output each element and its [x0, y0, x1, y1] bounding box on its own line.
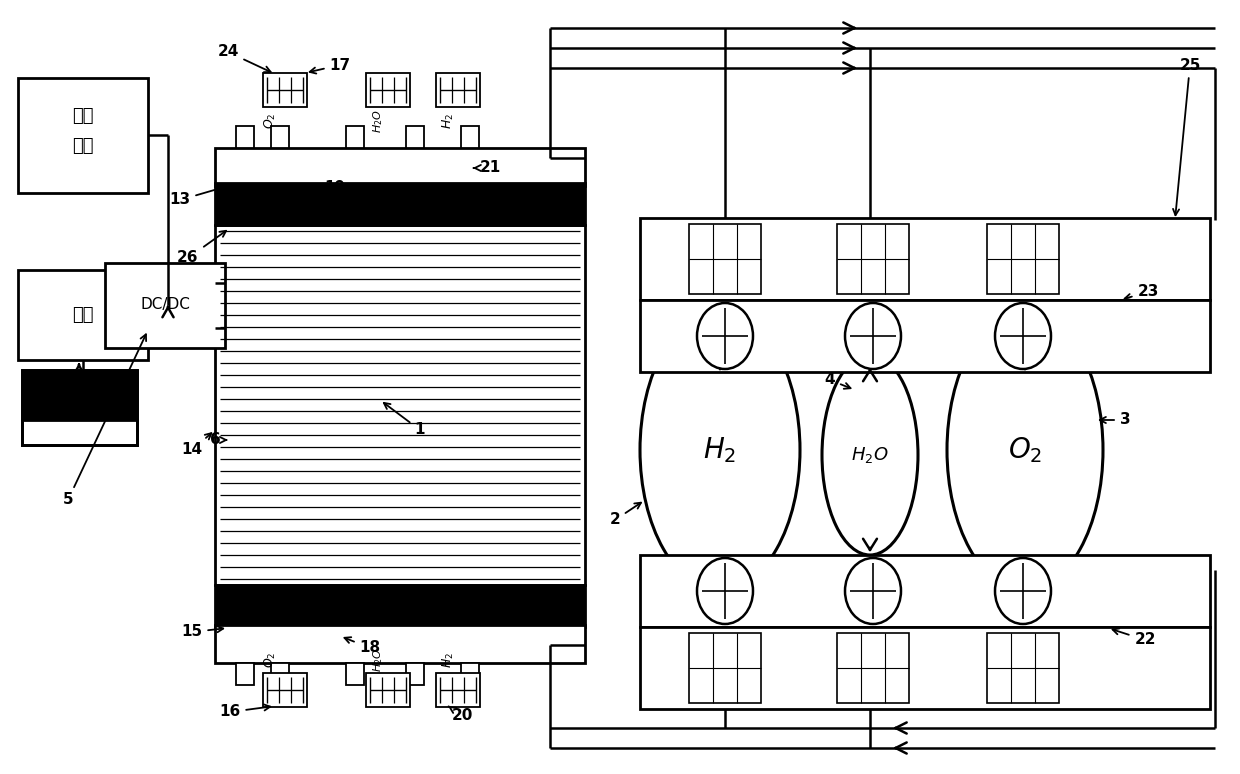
- Bar: [366, 73, 410, 107]
- Text: 5: 5: [63, 334, 146, 508]
- Bar: [689, 633, 761, 703]
- Ellipse shape: [844, 303, 901, 369]
- Text: 19: 19: [321, 180, 346, 196]
- Ellipse shape: [697, 303, 753, 369]
- Text: 26: 26: [177, 231, 226, 265]
- Text: 14: 14: [181, 433, 211, 457]
- Bar: [405, 663, 424, 685]
- Bar: [640, 555, 1210, 627]
- Text: $H_2O$: $H_2O$: [371, 648, 384, 672]
- Bar: [215, 148, 585, 186]
- Bar: [19, 270, 148, 360]
- Text: 24: 24: [217, 44, 270, 72]
- Ellipse shape: [994, 303, 1052, 369]
- Text: 25: 25: [1173, 57, 1200, 215]
- Bar: [405, 126, 424, 148]
- Text: 6: 6: [210, 433, 227, 447]
- Ellipse shape: [844, 558, 901, 624]
- Bar: [987, 633, 1059, 703]
- Text: 18: 18: [345, 637, 381, 656]
- Bar: [215, 225, 585, 585]
- Bar: [640, 627, 1210, 709]
- Text: 2: 2: [610, 502, 641, 528]
- Bar: [837, 633, 909, 703]
- Bar: [215, 585, 585, 627]
- Text: 1: 1: [384, 403, 425, 437]
- Text: 17: 17: [310, 57, 351, 74]
- Bar: [22, 370, 136, 445]
- Text: 16: 16: [219, 704, 270, 720]
- Text: 3: 3: [1100, 413, 1131, 427]
- Text: $H_2$: $H_2$: [440, 113, 455, 129]
- Text: $H_2$: $H_2$: [703, 435, 737, 465]
- Bar: [689, 224, 761, 294]
- Bar: [987, 224, 1059, 294]
- Ellipse shape: [697, 558, 753, 624]
- Bar: [215, 183, 585, 225]
- Ellipse shape: [640, 310, 800, 590]
- Bar: [461, 126, 479, 148]
- Bar: [837, 224, 909, 294]
- Text: 用电: 用电: [72, 107, 94, 125]
- Bar: [461, 663, 479, 685]
- Text: $O_2$: $O_2$: [263, 652, 278, 668]
- Ellipse shape: [822, 355, 918, 555]
- Text: $O_2$: $O_2$: [1008, 435, 1042, 465]
- Text: $H_2$: $H_2$: [440, 652, 455, 668]
- Text: 21: 21: [474, 160, 501, 176]
- Text: 4: 4: [825, 372, 851, 389]
- Bar: [346, 126, 365, 148]
- Ellipse shape: [947, 310, 1104, 590]
- Bar: [263, 73, 308, 107]
- Text: DC/DC: DC/DC: [140, 297, 190, 313]
- Text: $H_2O$: $H_2O$: [851, 445, 889, 465]
- Text: 23: 23: [1125, 285, 1158, 300]
- Bar: [436, 673, 480, 707]
- Text: 22: 22: [1112, 628, 1156, 648]
- Bar: [640, 300, 1210, 372]
- Bar: [272, 663, 289, 685]
- Bar: [215, 625, 585, 663]
- Bar: [346, 663, 365, 685]
- Bar: [436, 73, 480, 107]
- Bar: [19, 78, 148, 193]
- Bar: [236, 126, 254, 148]
- Text: 电源: 电源: [72, 306, 94, 324]
- Text: 设备: 设备: [72, 137, 94, 155]
- Text: 15: 15: [181, 625, 223, 639]
- Bar: [263, 673, 308, 707]
- Bar: [272, 126, 289, 148]
- Bar: [236, 663, 254, 685]
- Bar: [22, 420, 136, 445]
- Bar: [640, 218, 1210, 300]
- Bar: [22, 370, 136, 445]
- Text: 13: 13: [170, 186, 223, 207]
- Text: 20: 20: [449, 707, 472, 722]
- Bar: [366, 673, 410, 707]
- Text: $H_2O$: $H_2O$: [371, 109, 384, 133]
- Ellipse shape: [994, 558, 1052, 624]
- Text: $O_2$: $O_2$: [263, 113, 278, 129]
- Bar: [105, 263, 224, 348]
